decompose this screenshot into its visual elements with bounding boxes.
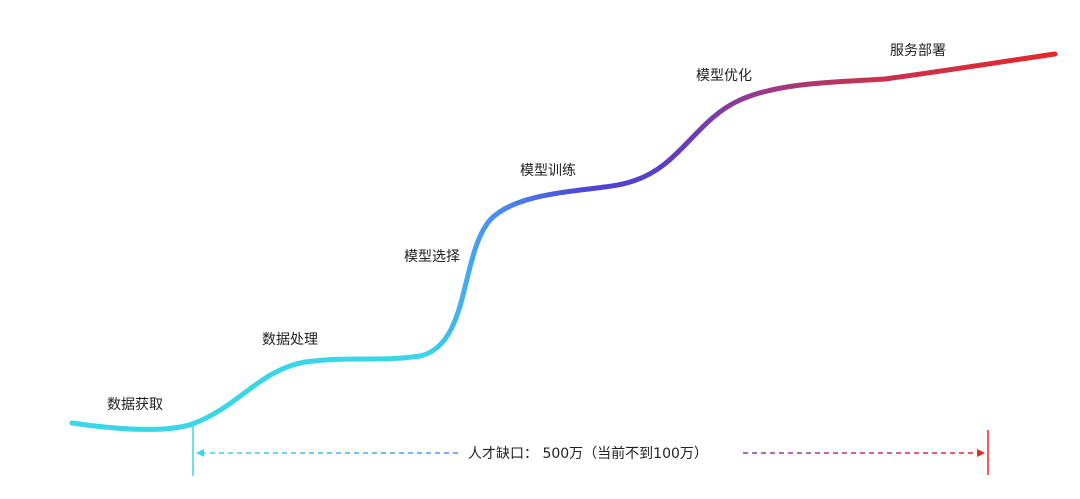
gap-arrow-left-icon: [196, 449, 204, 457]
growth-curve: [69, 51, 1058, 432]
stage-label-model-selection: 模型选择: [404, 249, 460, 265]
stage-label-data-processing: 数据处理: [262, 332, 318, 348]
stage-label-model-optimization: 模型优化: [696, 68, 752, 84]
gap-arrow-right-icon: [977, 449, 985, 457]
stage-label-service-deployment: 服务部署: [890, 43, 946, 59]
stage-label-model-training: 模型训练: [520, 163, 576, 179]
talent-gap-label: 人才缺口： 500万（当前不到100万）: [468, 445, 708, 462]
stage-label-data-acquisition: 数据获取: [107, 397, 163, 413]
